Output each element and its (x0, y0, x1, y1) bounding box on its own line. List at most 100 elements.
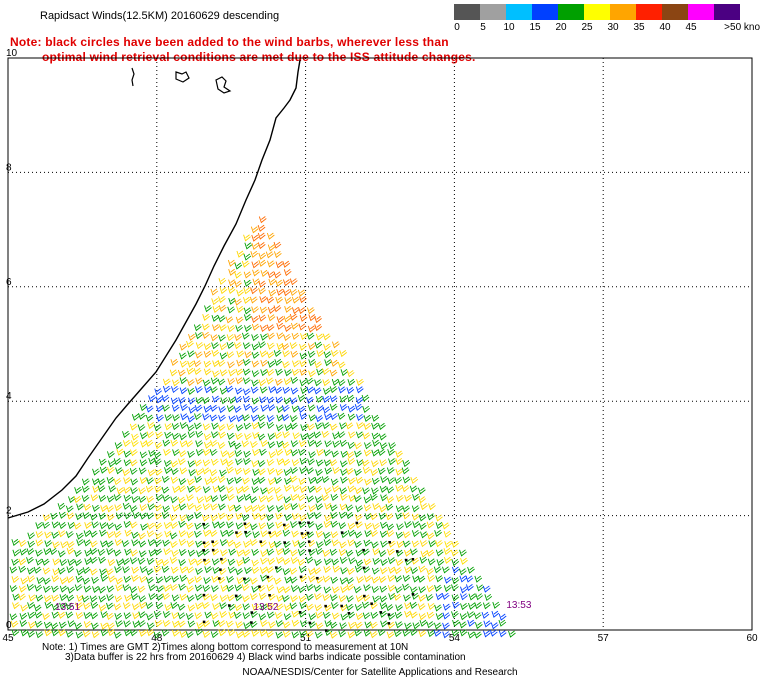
wind-barb (250, 226, 259, 234)
wind-barb (179, 343, 188, 351)
wind-barb (186, 531, 195, 539)
wind-barb (307, 350, 316, 358)
wind-barb (316, 448, 325, 457)
wind-barb (266, 602, 274, 610)
wind-barb (226, 494, 235, 502)
legend-label: 40 (659, 22, 671, 33)
wind-barb (212, 395, 220, 403)
wind-barb (411, 513, 420, 521)
wind-barb (186, 494, 194, 502)
wind-barb (259, 296, 268, 304)
wind-barb (219, 602, 227, 610)
wind-barb (284, 369, 292, 377)
wind-barb (428, 540, 437, 548)
wind-barb (340, 468, 348, 476)
wind-barb (131, 603, 140, 611)
contamination-marker (411, 593, 415, 596)
wind-barb (324, 558, 332, 566)
legend-swatch (662, 4, 688, 20)
wind-barb (218, 503, 226, 511)
wind-barb (348, 431, 356, 439)
wind-barb (81, 495, 90, 503)
wind-barb (154, 620, 163, 628)
wind-barb (403, 594, 411, 602)
wind-barb (187, 431, 196, 439)
wind-barb (418, 514, 427, 522)
wind-barb (156, 414, 164, 422)
wind-barb (402, 583, 410, 591)
wind-barb (202, 413, 210, 421)
wind-barb (259, 603, 268, 611)
wind-barb (186, 367, 195, 375)
wind-barb (132, 620, 141, 628)
wind-barb (209, 448, 218, 457)
wind-barb (347, 529, 356, 537)
wind-barb (337, 361, 346, 369)
wind-barb (258, 252, 267, 260)
wind-barb (44, 601, 53, 609)
wind-barb (435, 522, 444, 530)
wind-barb (435, 575, 444, 583)
wind-barb (275, 378, 283, 386)
wind-barb (170, 583, 178, 592)
wind-barb (274, 358, 283, 366)
contamination-marker (250, 621, 253, 624)
x-tick-label: 60 (746, 633, 758, 644)
wind-barb (259, 350, 268, 358)
wind-barb (75, 575, 84, 583)
wind-barb (490, 622, 499, 630)
wind-barb (203, 405, 212, 413)
wind-barb (51, 531, 60, 539)
legend-swatch (506, 4, 532, 20)
wind-barb (179, 574, 188, 583)
wind-barb (202, 313, 210, 321)
x-tick-label: 45 (2, 633, 14, 644)
wind-barb (273, 241, 282, 249)
wind-barb (130, 593, 139, 601)
wind-barb (146, 495, 154, 503)
wind-barb (371, 422, 379, 430)
wind-barb (250, 441, 258, 449)
wind-barb (298, 595, 307, 603)
wind-barb (379, 530, 388, 538)
wind-barb (299, 314, 308, 322)
wind-barb (241, 485, 250, 493)
wind-barb (252, 432, 260, 440)
wind-barb (147, 539, 156, 547)
wind-barb (195, 332, 203, 340)
wind-barb (363, 504, 372, 512)
wind-barb (348, 477, 356, 485)
wind-barb (202, 584, 211, 593)
wind-barb (266, 459, 275, 467)
wind-barb (340, 613, 349, 621)
wind-barb (364, 442, 372, 450)
wind-barb (203, 350, 212, 358)
contamination-marker (404, 558, 408, 562)
wind-barb (345, 467, 354, 476)
wind-barb (188, 406, 197, 414)
wind-barb (187, 620, 196, 628)
wind-barb (195, 468, 204, 476)
wind-barb (354, 513, 363, 522)
wind-barb (305, 377, 314, 385)
wind-barb (100, 504, 108, 513)
wind-barb (154, 512, 163, 520)
contamination-marker (219, 568, 222, 571)
wind-barb (57, 611, 66, 619)
wind-barb (338, 511, 347, 519)
wind-barb (114, 504, 123, 512)
wind-barb (202, 503, 211, 511)
wind-barb (52, 568, 61, 576)
wind-barb (260, 324, 268, 333)
x-tick-label: 48 (151, 633, 163, 644)
x-tick-label: 54 (449, 633, 461, 644)
wind-barb (371, 487, 379, 495)
wind-barb (243, 253, 252, 261)
wind-barb (292, 485, 300, 493)
wind-barb (154, 485, 162, 494)
wind-barb (65, 602, 74, 610)
wind-barb (243, 403, 252, 411)
wind-barb (250, 593, 258, 601)
wind-barb (161, 486, 170, 494)
wind-barb (291, 332, 300, 340)
